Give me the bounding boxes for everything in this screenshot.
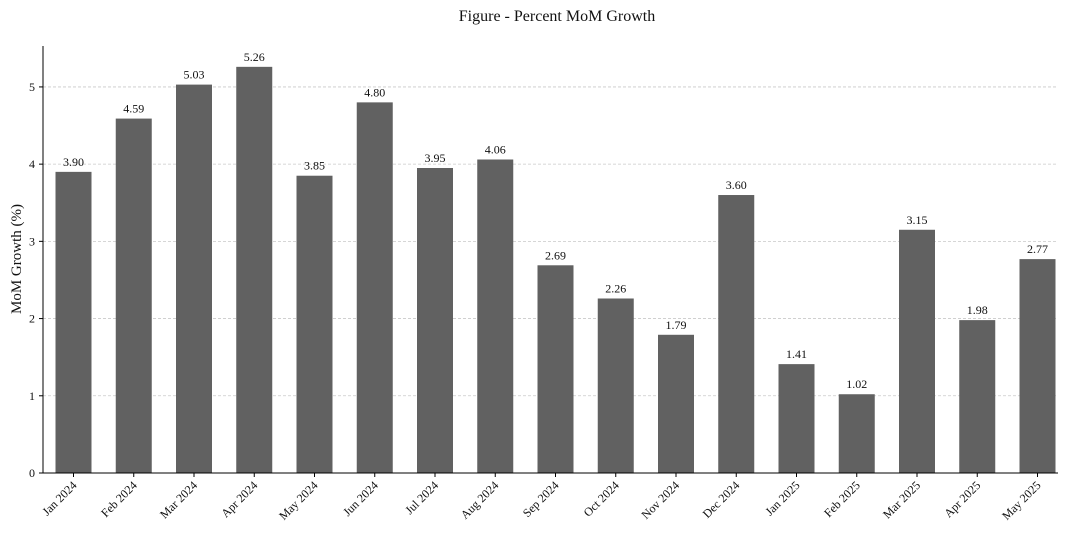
y-tick-label: 1 — [29, 389, 35, 403]
data-label: 5.26 — [244, 50, 265, 64]
x-tick-label: Sep 2024 — [520, 478, 562, 520]
x-tick-label: Jun 2024 — [340, 478, 381, 519]
bar — [55, 171, 92, 473]
x-tick-label: Jan 2025 — [762, 478, 802, 518]
bar — [838, 394, 875, 473]
data-label: 3.90 — [63, 155, 84, 169]
bar — [537, 265, 574, 473]
bar — [356, 102, 393, 473]
bars — [55, 66, 1056, 474]
y-tick-label: 4 — [29, 157, 35, 171]
data-labels: 3.90 4.59 5.03 5.26 3.85 4.80 3.95 4.06 2.69 2.26… — [63, 50, 1048, 391]
x-tick-label: Feb 2025 — [821, 478, 863, 520]
data-label: 1.02 — [846, 377, 867, 391]
x-tick-label: Apr 2024 — [218, 478, 260, 520]
chart-title: Figure - Percent MoM Growth — [459, 8, 655, 25]
x-tick-label: May 2025 — [999, 478, 1044, 523]
bar — [1019, 259, 1056, 473]
x-tick-label: May 2024 — [276, 478, 321, 523]
x-tick-label: Jul 2024 — [402, 478, 441, 517]
y-tick-label: 5 — [29, 80, 35, 94]
bar — [477, 159, 514, 473]
data-label: 1.98 — [967, 303, 988, 317]
x-tick-label: Jan 2024 — [39, 478, 79, 518]
data-label: 1.41 — [786, 347, 807, 361]
x-tick-label: Mar 2024 — [157, 478, 200, 521]
x-tick-label: Dec 2024 — [700, 478, 743, 521]
bar — [597, 298, 634, 473]
data-label: 3.60 — [726, 178, 747, 192]
data-label: 4.06 — [485, 143, 506, 157]
bar — [658, 334, 694, 473]
bar — [176, 84, 212, 473]
bar — [296, 175, 333, 474]
x-tick-label: Aug 2024 — [458, 478, 502, 522]
bar — [115, 118, 152, 473]
bar — [236, 66, 273, 474]
x-tick-label: Oct 2024 — [581, 478, 622, 519]
data-label: 5.03 — [184, 68, 205, 82]
bar — [417, 168, 453, 473]
bar — [778, 364, 815, 473]
data-label: 3.85 — [304, 159, 325, 173]
y-tick-label: 2 — [29, 312, 35, 326]
y-tick-label: 3 — [29, 234, 35, 248]
x-tick-label: Mar 2025 — [880, 478, 923, 521]
bar — [718, 195, 755, 473]
x-tick-label: Nov 2024 — [639, 478, 683, 522]
data-label: 3.95 — [425, 151, 446, 165]
bar — [959, 320, 996, 473]
data-label: 4.59 — [123, 102, 144, 116]
x-tick-label: Apr 2025 — [941, 478, 983, 520]
x-tick-label: Feb 2024 — [98, 478, 140, 520]
y-tick-label: 0 — [29, 466, 35, 480]
data-label: 4.80 — [364, 85, 385, 99]
data-label: 2.69 — [545, 248, 566, 262]
data-label: 2.26 — [605, 281, 626, 295]
bar — [899, 229, 935, 473]
data-label: 2.77 — [1027, 242, 1048, 256]
data-label: 1.79 — [666, 318, 687, 332]
y-axis-label: MoM Growth (%) — [9, 204, 25, 314]
data-label: 3.15 — [907, 213, 928, 227]
